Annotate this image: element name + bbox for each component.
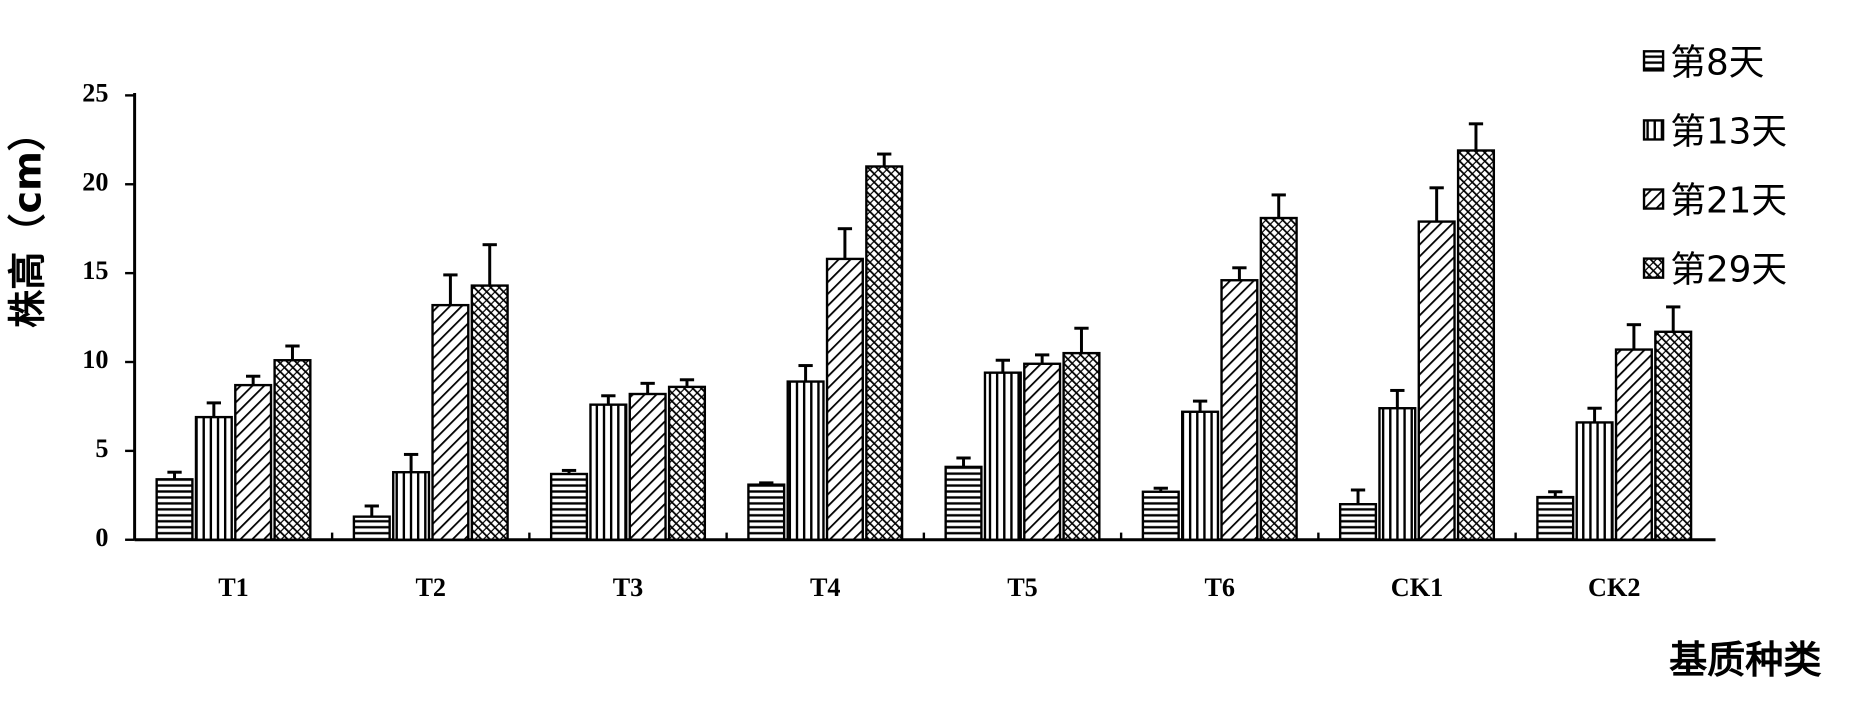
legend-swatch (1642, 119, 1665, 141)
y-tick-label: 0 (95, 523, 108, 552)
legend-label: 第21天 (1670, 181, 1787, 222)
bar (825, 257, 864, 541)
bar (589, 403, 628, 541)
bar (273, 359, 312, 541)
legend-label: 第29天 (1670, 250, 1787, 291)
y-tick-label: 15 (82, 256, 108, 285)
bar (1614, 348, 1653, 541)
legend-swatch (1642, 188, 1665, 210)
bar (1338, 503, 1378, 541)
legend-label: 第8天 (1670, 42, 1764, 83)
y-tick-label: 5 (95, 434, 108, 463)
y-axis-label: 株高（cm） (5, 113, 49, 328)
bar (1220, 279, 1259, 541)
bar (1181, 410, 1220, 541)
bar (1417, 220, 1456, 541)
bar (1378, 407, 1417, 541)
x-tick-label: CK2 (1588, 573, 1640, 602)
bar (786, 380, 825, 541)
x-axis-label: 基质种类 (1669, 638, 1821, 682)
x-tick-label: T3 (613, 573, 644, 602)
bar (1023, 362, 1062, 541)
bar (1141, 490, 1180, 541)
bar (747, 483, 786, 541)
bar (667, 385, 707, 541)
x-tick-label: T6 (1204, 573, 1235, 602)
bar (1456, 149, 1496, 541)
bar (352, 515, 391, 541)
x-tick-label: T1 (218, 573, 249, 602)
bar (1654, 330, 1693, 541)
bar (1575, 421, 1614, 541)
legend-swatch (1642, 257, 1665, 279)
bar (983, 371, 1022, 541)
bar (470, 284, 509, 541)
bar (155, 478, 194, 541)
bar (944, 465, 983, 541)
x-tick-label: T2 (415, 573, 446, 602)
bar (392, 471, 431, 541)
bar (194, 415, 233, 541)
bar (234, 383, 273, 541)
x-tick-label: T5 (1007, 573, 1038, 602)
bar (431, 303, 470, 541)
legend-swatch (1642, 50, 1665, 72)
bar (628, 392, 667, 541)
bar (1062, 351, 1101, 541)
bar (865, 165, 904, 541)
bar (1259, 216, 1298, 541)
bar (1536, 495, 1575, 541)
y-tick-label: 10 (82, 345, 108, 374)
y-tick-label: 25 (82, 78, 108, 107)
legend-label: 第13天 (1670, 112, 1787, 153)
x-tick-label: CK1 (1391, 573, 1443, 602)
bar (549, 472, 589, 541)
x-tick-label: T4 (810, 573, 841, 602)
y-tick-label: 20 (82, 167, 108, 196)
